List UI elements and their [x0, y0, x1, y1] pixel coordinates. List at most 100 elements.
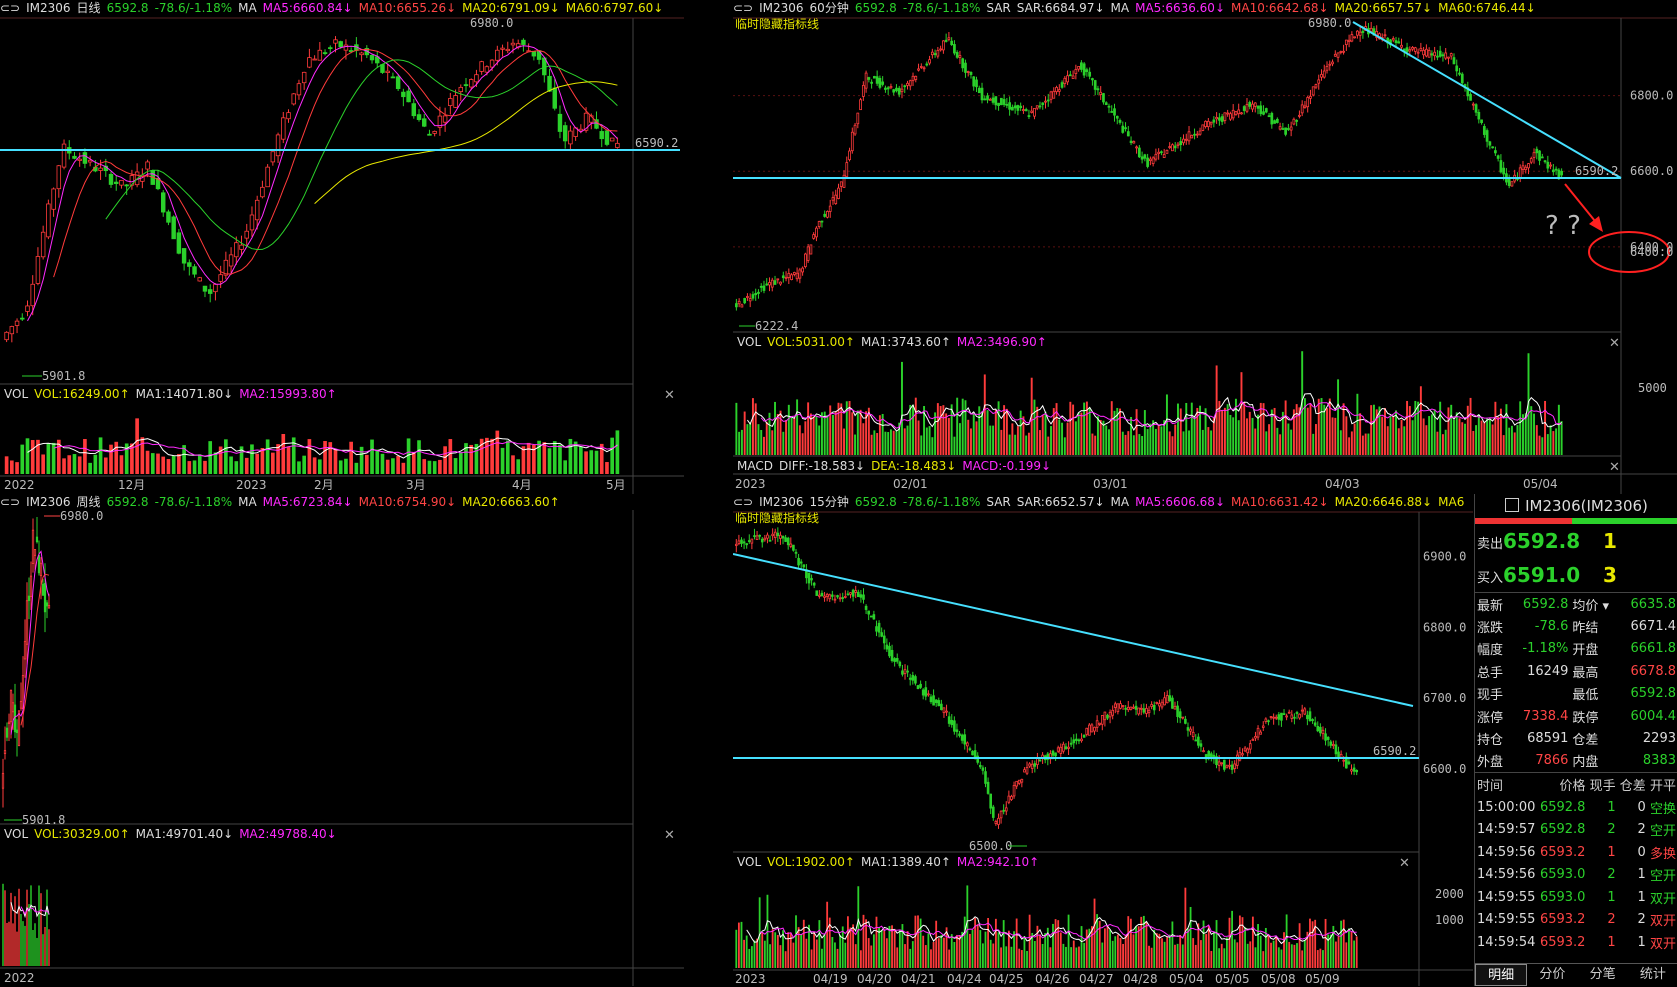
h60-vol-bar: [1268, 424, 1271, 455]
symbol[interactable]: IM2306: [26, 495, 71, 509]
close-icon[interactable]: ✕: [1609, 336, 1620, 351]
indicator-select[interactable]: MA: [238, 495, 257, 509]
h60-candle: [1339, 51, 1343, 53]
daily-candle: [463, 84, 469, 87]
h60-vol-bar: [975, 421, 978, 455]
sar-select[interactable]: SAR: [986, 1, 1011, 15]
link-icon[interactable]: ⊂⊃: [733, 495, 754, 509]
m15-candle: [734, 543, 738, 546]
sell-row[interactable]: 卖出 6592.8 1: [1475, 524, 1677, 558]
daily-chart-canvas[interactable]: 6800.06600.06400.06200.06000.06590.26980…: [0, 0, 684, 494]
sar-select[interactable]: SAR: [986, 495, 1011, 509]
macd-select[interactable]: MACD: [737, 459, 773, 473]
symbol[interactable]: IM2306: [759, 1, 804, 15]
m15-vol-bar: [1163, 941, 1166, 968]
daily-vol-bar: [229, 456, 233, 474]
quote-tab[interactable]: 分笔: [1589, 967, 1616, 982]
m15-vol-bar: [1049, 947, 1052, 968]
hidden-indicator-label[interactable]: 临时隐藏指标线: [735, 511, 820, 525]
vol-select[interactable]: VOL: [737, 335, 762, 349]
close-icon[interactable]: ✕: [1399, 856, 1410, 871]
m15-vol-bar: [1054, 919, 1057, 968]
m15-vol-bar: [935, 920, 938, 968]
quote-tab[interactable]: 明细: [1475, 964, 1528, 986]
h60-candle: [936, 50, 940, 57]
buy-qty: 3: [1603, 563, 1617, 587]
m15-vol-bar: [1155, 933, 1158, 968]
m15-vol-bar: [1168, 934, 1171, 968]
h60-candle: [1502, 167, 1506, 175]
link-icon[interactable]: ⊂⊃: [0, 1, 21, 15]
h60-vol-bar: [1323, 404, 1326, 455]
h60-vol-bar: [757, 424, 760, 455]
symbol[interactable]: IM2306: [759, 495, 804, 509]
daily-vol-bar: [302, 455, 306, 474]
h60-vol-bar: [746, 424, 749, 455]
h60-candle: [856, 112, 860, 125]
weekly-chart-canvas[interactable]: 6800.06600.06400.06200.06000.06980.05901…: [0, 494, 684, 986]
buy-row[interactable]: 买入 6591.0 3: [1475, 558, 1677, 593]
daily-candle: [213, 283, 218, 293]
h60-vol-bar: [826, 415, 829, 455]
x-tick-label: 04/19: [813, 972, 848, 986]
h60-chart-panel[interactable]: ⊂⊃ IM2306 60分钟 6592.8 -78.6/-1.18% SAR SAR:668…: [733, 0, 1677, 494]
weekly-chart-panel[interactable]: ⊂⊃ IM2306 周线 6592.8 -78.6/-1.18% MA MA5:6723.8…: [0, 494, 684, 986]
m15-vol-bar: [1189, 906, 1192, 968]
period-select[interactable]: 15分钟: [809, 495, 849, 509]
daily-chart-panel[interactable]: ⊂⊃ IM2306 日线 6592.8 -78.6/-1.18% MA MA5:6660.8…: [0, 0, 684, 494]
trade-cell: 空换: [1649, 801, 1676, 817]
h60-vol-bar: [994, 409, 997, 455]
h60-candle: [977, 87, 981, 94]
quote-tab[interactable]: 分价: [1539, 967, 1566, 982]
quote-tab[interactable]: 统计: [1639, 967, 1666, 982]
close-icon[interactable]: ✕: [1609, 460, 1620, 475]
daily-candle: [505, 48, 510, 52]
vol-select[interactable]: VOL: [4, 827, 29, 841]
link-icon[interactable]: ⊂⊃: [0, 495, 21, 509]
period-select[interactable]: 周线: [76, 495, 101, 509]
vol-select[interactable]: VOL: [737, 855, 762, 869]
daily-vol-bar: [406, 438, 411, 474]
indicator-select[interactable]: MA: [1110, 1, 1130, 15]
m15-chart-canvas[interactable]: 6900.06800.06700.06600.06590.26500.02000…: [733, 494, 1473, 986]
m15-vol-bar: [1303, 940, 1306, 968]
symbol[interactable]: IM2306: [26, 1, 71, 15]
m15-vol-bar: [937, 938, 940, 968]
h60-vol-bar: [1395, 410, 1397, 455]
period-select[interactable]: 60分钟: [809, 1, 849, 15]
m15-chart-panel[interactable]: ⊂⊃ IM2306 15分钟 6592.8 -78.6/-1.18% SAR SAR:665…: [733, 494, 1473, 986]
trade-cell: 6593.2: [1539, 844, 1586, 860]
h60-candle: [820, 220, 824, 223]
close-icon[interactable]: ✕: [664, 388, 675, 403]
h60-candle: [1289, 126, 1293, 131]
period-select[interactable]: 日线: [76, 1, 101, 15]
daily-candle: [87, 159, 93, 163]
close-icon[interactable]: ✕: [664, 828, 675, 843]
h60-vol-bar: [771, 430, 774, 455]
m15-candle: [1080, 738, 1083, 742]
vol-select[interactable]: VOL: [4, 387, 29, 401]
h60-chart-canvas[interactable]: 6800.06600.06400.06590.26980.06222.46400…: [733, 0, 1677, 494]
daily-vol-bar: [171, 455, 176, 474]
h60-vol-bar: [1356, 393, 1359, 455]
hidden-indicator-label[interactable]: 临时隐藏指标线: [735, 17, 820, 31]
daily-candle: [4, 331, 9, 341]
weekly-vol-ma1: [10, 902, 50, 919]
h60-candle: [1560, 170, 1563, 176]
h60-vol-bar: [936, 403, 939, 455]
m15-candle: [807, 572, 811, 584]
m15-candle: [1235, 754, 1239, 766]
m15-candle: [1046, 753, 1050, 760]
indicator-select[interactable]: MA: [1110, 495, 1130, 509]
link-icon[interactable]: ⊂⊃: [733, 1, 754, 15]
m15-vol-bar: [961, 931, 964, 968]
m15-vol-bar: [989, 939, 992, 968]
daily-candle: [474, 74, 479, 83]
indicator-select[interactable]: MA: [238, 1, 257, 15]
h60-vol-bar: [1088, 407, 1091, 455]
m15-vol-bar: [963, 916, 966, 968]
m15-candle: [1287, 711, 1291, 714]
daily-candle: [181, 248, 187, 264]
m15-vol-bar: [1355, 936, 1358, 968]
m15-vol-bar: [1129, 918, 1132, 968]
